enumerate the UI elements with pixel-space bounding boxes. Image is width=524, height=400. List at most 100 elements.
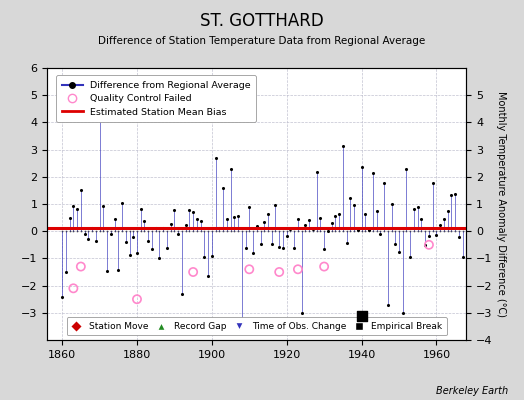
Point (223, 216, 231, 222)
Point (178, 291, 186, 297)
Point (114, 267, 123, 273)
Point (249, 228, 257, 234)
Point (402, 228, 411, 234)
Point (174, 231, 182, 238)
Point (264, 228, 272, 234)
Point (436, 222, 444, 228)
Point (77, 228, 85, 234)
Point (69, 203, 78, 210)
Point (387, 201, 396, 208)
Point (458, 253, 467, 260)
Point (170, 207, 179, 213)
Point (447, 228, 455, 234)
Point (234, 228, 242, 234)
Point (301, 222, 310, 228)
Point (73, 228, 81, 234)
Point (84, 228, 93, 234)
Point (365, 228, 373, 234)
Point (298, 310, 306, 316)
Point (92, 228, 100, 234)
Point (447, 192, 455, 198)
Point (324, 228, 332, 234)
Point (373, 208, 381, 214)
Point (440, 228, 448, 234)
Point (271, 228, 280, 234)
Point (368, 170, 377, 176)
Point (253, 223, 261, 229)
Point (256, 228, 265, 234)
Point (264, 211, 272, 217)
Point (118, 228, 126, 234)
Point (163, 228, 171, 234)
Point (417, 228, 425, 234)
Point (361, 210, 369, 217)
Point (253, 228, 261, 234)
Point (331, 228, 340, 234)
Point (155, 254, 163, 261)
Point (451, 228, 460, 234)
Point (391, 228, 399, 234)
Point (226, 228, 235, 234)
Point (95, 228, 104, 234)
Point (133, 228, 141, 234)
Point (106, 231, 115, 238)
Point (294, 266, 302, 272)
Point (395, 249, 403, 256)
Point (167, 228, 175, 234)
Point (440, 215, 448, 222)
Point (189, 228, 198, 234)
Point (294, 228, 302, 234)
Point (62, 228, 70, 234)
Point (320, 263, 329, 270)
Point (376, 228, 385, 234)
Point (316, 215, 324, 221)
Point (181, 222, 190, 228)
Point (309, 226, 317, 232)
Point (286, 225, 294, 232)
Point (88, 228, 96, 234)
Point (410, 228, 418, 234)
Point (80, 228, 89, 234)
Point (282, 228, 291, 234)
Point (118, 199, 126, 206)
Point (342, 228, 351, 234)
Point (215, 228, 224, 234)
Point (200, 228, 209, 234)
Point (193, 216, 201, 222)
Point (245, 228, 254, 234)
Point (387, 228, 396, 234)
Point (268, 241, 276, 248)
Point (159, 228, 167, 234)
Point (312, 228, 321, 234)
Point (178, 228, 186, 234)
Point (66, 228, 74, 234)
Point (163, 244, 171, 251)
Point (286, 228, 294, 234)
Point (357, 164, 366, 170)
Point (144, 238, 152, 244)
Point (350, 202, 358, 208)
Point (122, 238, 130, 245)
Point (271, 202, 280, 209)
Point (361, 228, 369, 234)
Point (458, 228, 467, 234)
Point (125, 228, 134, 234)
Point (208, 253, 216, 260)
Point (111, 216, 119, 223)
Point (129, 234, 137, 240)
Point (245, 266, 254, 272)
Point (133, 296, 141, 302)
Point (268, 228, 276, 234)
Point (62, 268, 70, 275)
Point (298, 228, 306, 234)
Point (230, 214, 238, 220)
Y-axis label: Monthly Temperature Anomaly Difference (°C): Monthly Temperature Anomaly Difference (… (496, 91, 507, 317)
Point (242, 228, 250, 234)
Point (159, 224, 167, 231)
Text: ST. GOTTHARD: ST. GOTTHARD (200, 12, 324, 30)
Point (237, 228, 246, 234)
Point (406, 254, 414, 261)
Point (339, 228, 347, 234)
Point (279, 245, 287, 251)
Point (208, 228, 216, 234)
